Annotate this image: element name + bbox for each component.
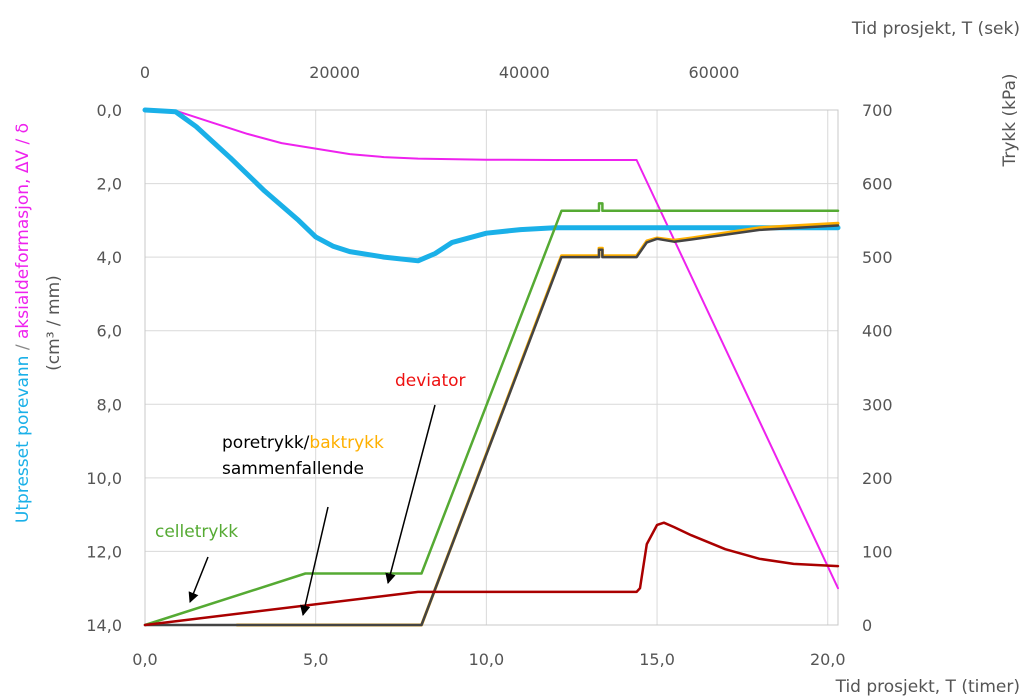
x-bottom-axis-title: Tid prosjekt, T (timer) — [835, 677, 1020, 697]
annotation-arrow-2 — [188, 556, 209, 603]
y-left-axis-title-part: aksialdeformasjon — [13, 184, 33, 339]
annotation-text-part: deviator — [395, 371, 466, 391]
y-right-tick-label: 600 — [862, 175, 893, 194]
series-line-5 — [143, 521, 840, 627]
x-top-axis-title: Tid prosjekt, T (sek) — [851, 19, 1020, 39]
y-left-tick-label: 6,0 — [97, 322, 122, 341]
series-line-1 — [142, 107, 841, 264]
y-right-tick-label: 400 — [862, 322, 893, 341]
annotation-arrow-1 — [300, 506, 329, 617]
annotation-arrow-0 — [385, 404, 436, 585]
annotation-label-2: celletrykk — [155, 522, 238, 542]
x-top-tick-label: 20000 — [309, 63, 360, 82]
y-right-tick-label: 500 — [862, 248, 893, 267]
y-right-tick-label: 200 — [862, 469, 893, 488]
annotation-label-1: poretrykk/baktrykk — [222, 433, 384, 453]
x-bottom-tick-label: 15,0 — [639, 650, 675, 669]
x-bottom-tick-label: 10,0 — [469, 650, 505, 669]
y-left-tick-label: 2,0 — [97, 175, 122, 194]
y-right-tick-label: 0 — [862, 616, 872, 635]
y-left-tick-label: 10,0 — [86, 469, 122, 488]
annotation-text-part: celletrykk — [155, 522, 238, 542]
series-line-3 — [235, 221, 840, 627]
series-line-0 — [144, 109, 839, 590]
y-left-tick-label: 8,0 — [97, 395, 122, 414]
y-right-axis-title: Trykk (kPa) — [1000, 73, 1020, 167]
y-left-tick-label: 0,0 — [97, 101, 122, 120]
y-right-tick-label: 100 — [862, 542, 893, 561]
plot-frame — [144, 109, 839, 626]
y-left-axis-title: Utpresset porevann / aksialdeformasjon, … — [13, 123, 33, 523]
y-left-tick-label: 4,0 — [97, 248, 122, 267]
annotation-label-1: sammenfallende — [222, 459, 364, 479]
annotation-text-part: poretrykk/ — [222, 433, 310, 453]
y-left-axis-unit: (cm³ / mm) — [44, 275, 64, 371]
y-left-axis-title-part: Utpresset porevann — [13, 356, 33, 524]
x-bottom-tick-label: 5,0 — [303, 650, 328, 669]
y-right-tick-label: 300 — [862, 395, 893, 414]
series-group — [142, 107, 841, 627]
series-line-4 — [143, 224, 840, 627]
annotation-text-part: sammenfallende — [222, 459, 364, 479]
x-bottom-tick-label: 20,0 — [810, 650, 846, 669]
y-left-tick-label: 12,0 — [86, 542, 122, 561]
y-left-tick-label: 14,0 — [86, 616, 122, 635]
axes-group: 0,0 5,0 10,0 15,0 20,0 0 20000 40000 60000 0,0 2,0… — [13, 19, 1020, 697]
series-line-2 — [143, 202, 840, 627]
y-left-axis-title-part: , ΔV / δ — [13, 123, 33, 184]
x-bottom-tick-label: 0,0 — [132, 650, 157, 669]
y-left-axis-title-part: / — [13, 339, 33, 356]
annotation-label-0: deviator — [395, 371, 466, 391]
x-top-tick-label: 40000 — [499, 63, 550, 82]
x-top-tick-label: 0 — [140, 63, 150, 82]
x-top-tick-label: 60000 — [689, 63, 740, 82]
grid-lines — [144, 109, 839, 626]
annotations-group: deviator poretrykk/baktrykk sammenfallende… — [155, 371, 466, 617]
y-right-tick-label: 700 — [862, 101, 893, 120]
annotation-text-part: baktrykk — [309, 433, 384, 453]
